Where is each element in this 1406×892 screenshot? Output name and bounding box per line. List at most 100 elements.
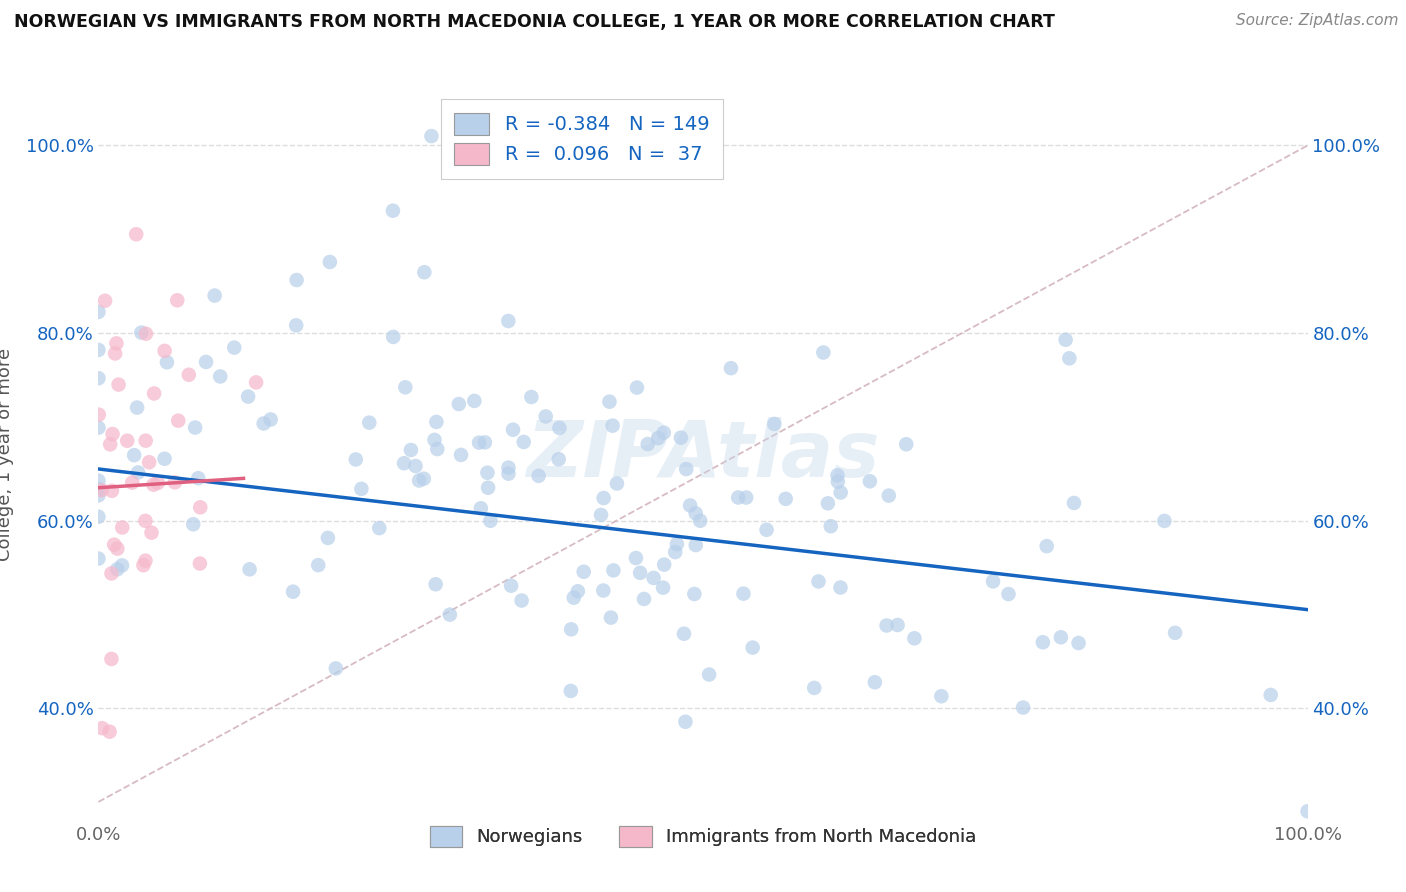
Point bbox=[122, 448, 145, 462]
Point bbox=[685, 538, 707, 552]
Point bbox=[447, 397, 470, 411]
Point bbox=[382, 330, 405, 344]
Point bbox=[477, 466, 499, 480]
Point bbox=[827, 475, 849, 489]
Point bbox=[425, 415, 447, 429]
Point bbox=[733, 587, 755, 601]
Point bbox=[131, 326, 153, 340]
Point bbox=[647, 431, 669, 445]
Point bbox=[1260, 688, 1282, 702]
Point bbox=[104, 346, 127, 360]
Point bbox=[498, 314, 520, 328]
Point bbox=[425, 577, 447, 591]
Point bbox=[105, 562, 128, 576]
Point bbox=[107, 377, 129, 392]
Point bbox=[245, 376, 267, 390]
Point bbox=[204, 288, 226, 302]
Point bbox=[652, 581, 675, 595]
Point bbox=[381, 203, 404, 218]
Point bbox=[1050, 630, 1073, 644]
Point bbox=[592, 583, 614, 598]
Point bbox=[592, 491, 614, 505]
Point bbox=[830, 485, 852, 500]
Point bbox=[127, 401, 149, 415]
Point bbox=[675, 714, 697, 729]
Text: NORWEGIAN VS IMMIGRANTS FROM NORTH MACEDONIA COLLEGE, 1 YEAR OR MORE CORRELATION: NORWEGIAN VS IMMIGRANTS FROM NORTH MACED… bbox=[14, 13, 1054, 31]
Point bbox=[562, 591, 585, 605]
Point bbox=[319, 255, 342, 269]
Point bbox=[177, 368, 200, 382]
Point bbox=[238, 562, 260, 576]
Point bbox=[87, 371, 110, 385]
Point bbox=[143, 386, 166, 401]
Point bbox=[439, 607, 461, 622]
Point bbox=[755, 523, 778, 537]
Point bbox=[589, 508, 612, 522]
Point bbox=[665, 537, 688, 551]
Point bbox=[534, 409, 557, 424]
Point bbox=[181, 517, 204, 532]
Point bbox=[720, 361, 742, 376]
Point bbox=[316, 531, 339, 545]
Point bbox=[675, 462, 697, 476]
Point bbox=[87, 551, 110, 566]
Point bbox=[90, 483, 112, 498]
Point bbox=[135, 326, 157, 341]
Point bbox=[105, 541, 128, 556]
Point bbox=[285, 318, 308, 333]
Point bbox=[209, 369, 232, 384]
Point bbox=[426, 442, 449, 456]
Point bbox=[132, 558, 155, 573]
Point bbox=[146, 475, 169, 490]
Point bbox=[886, 618, 908, 632]
Point bbox=[87, 408, 110, 422]
Point bbox=[1164, 625, 1187, 640]
Point bbox=[166, 293, 188, 308]
Point bbox=[87, 509, 110, 524]
Point bbox=[408, 474, 430, 488]
Point bbox=[628, 566, 651, 580]
Point bbox=[87, 305, 110, 319]
Point bbox=[399, 442, 422, 457]
Point bbox=[153, 451, 176, 466]
Point bbox=[501, 579, 523, 593]
Point bbox=[1153, 514, 1175, 528]
Point bbox=[548, 421, 571, 435]
Point bbox=[803, 681, 825, 695]
Point bbox=[103, 538, 125, 552]
Point bbox=[236, 390, 259, 404]
Point bbox=[91, 721, 114, 735]
Point bbox=[156, 355, 179, 369]
Point bbox=[253, 417, 276, 431]
Point bbox=[260, 412, 283, 426]
Point bbox=[142, 477, 165, 491]
Point bbox=[188, 557, 211, 571]
Point bbox=[413, 265, 436, 279]
Point bbox=[468, 435, 491, 450]
Point bbox=[807, 574, 830, 589]
Point bbox=[1035, 539, 1057, 553]
Point bbox=[502, 423, 524, 437]
Point bbox=[1063, 496, 1085, 510]
Point bbox=[101, 483, 124, 498]
Point bbox=[1032, 635, 1054, 649]
Point bbox=[598, 394, 620, 409]
Point bbox=[423, 433, 446, 447]
Point bbox=[470, 501, 492, 516]
Point bbox=[697, 667, 720, 681]
Point bbox=[859, 475, 882, 489]
Point bbox=[817, 496, 839, 510]
Point bbox=[567, 584, 589, 599]
Point bbox=[350, 482, 373, 496]
Point bbox=[101, 427, 124, 442]
Point bbox=[510, 593, 533, 607]
Point bbox=[560, 684, 582, 698]
Point bbox=[134, 514, 156, 528]
Point bbox=[813, 345, 835, 359]
Point bbox=[547, 452, 569, 467]
Point bbox=[135, 434, 157, 448]
Point bbox=[98, 437, 121, 451]
Point bbox=[637, 437, 659, 451]
Point bbox=[643, 571, 665, 585]
Point bbox=[100, 566, 122, 581]
